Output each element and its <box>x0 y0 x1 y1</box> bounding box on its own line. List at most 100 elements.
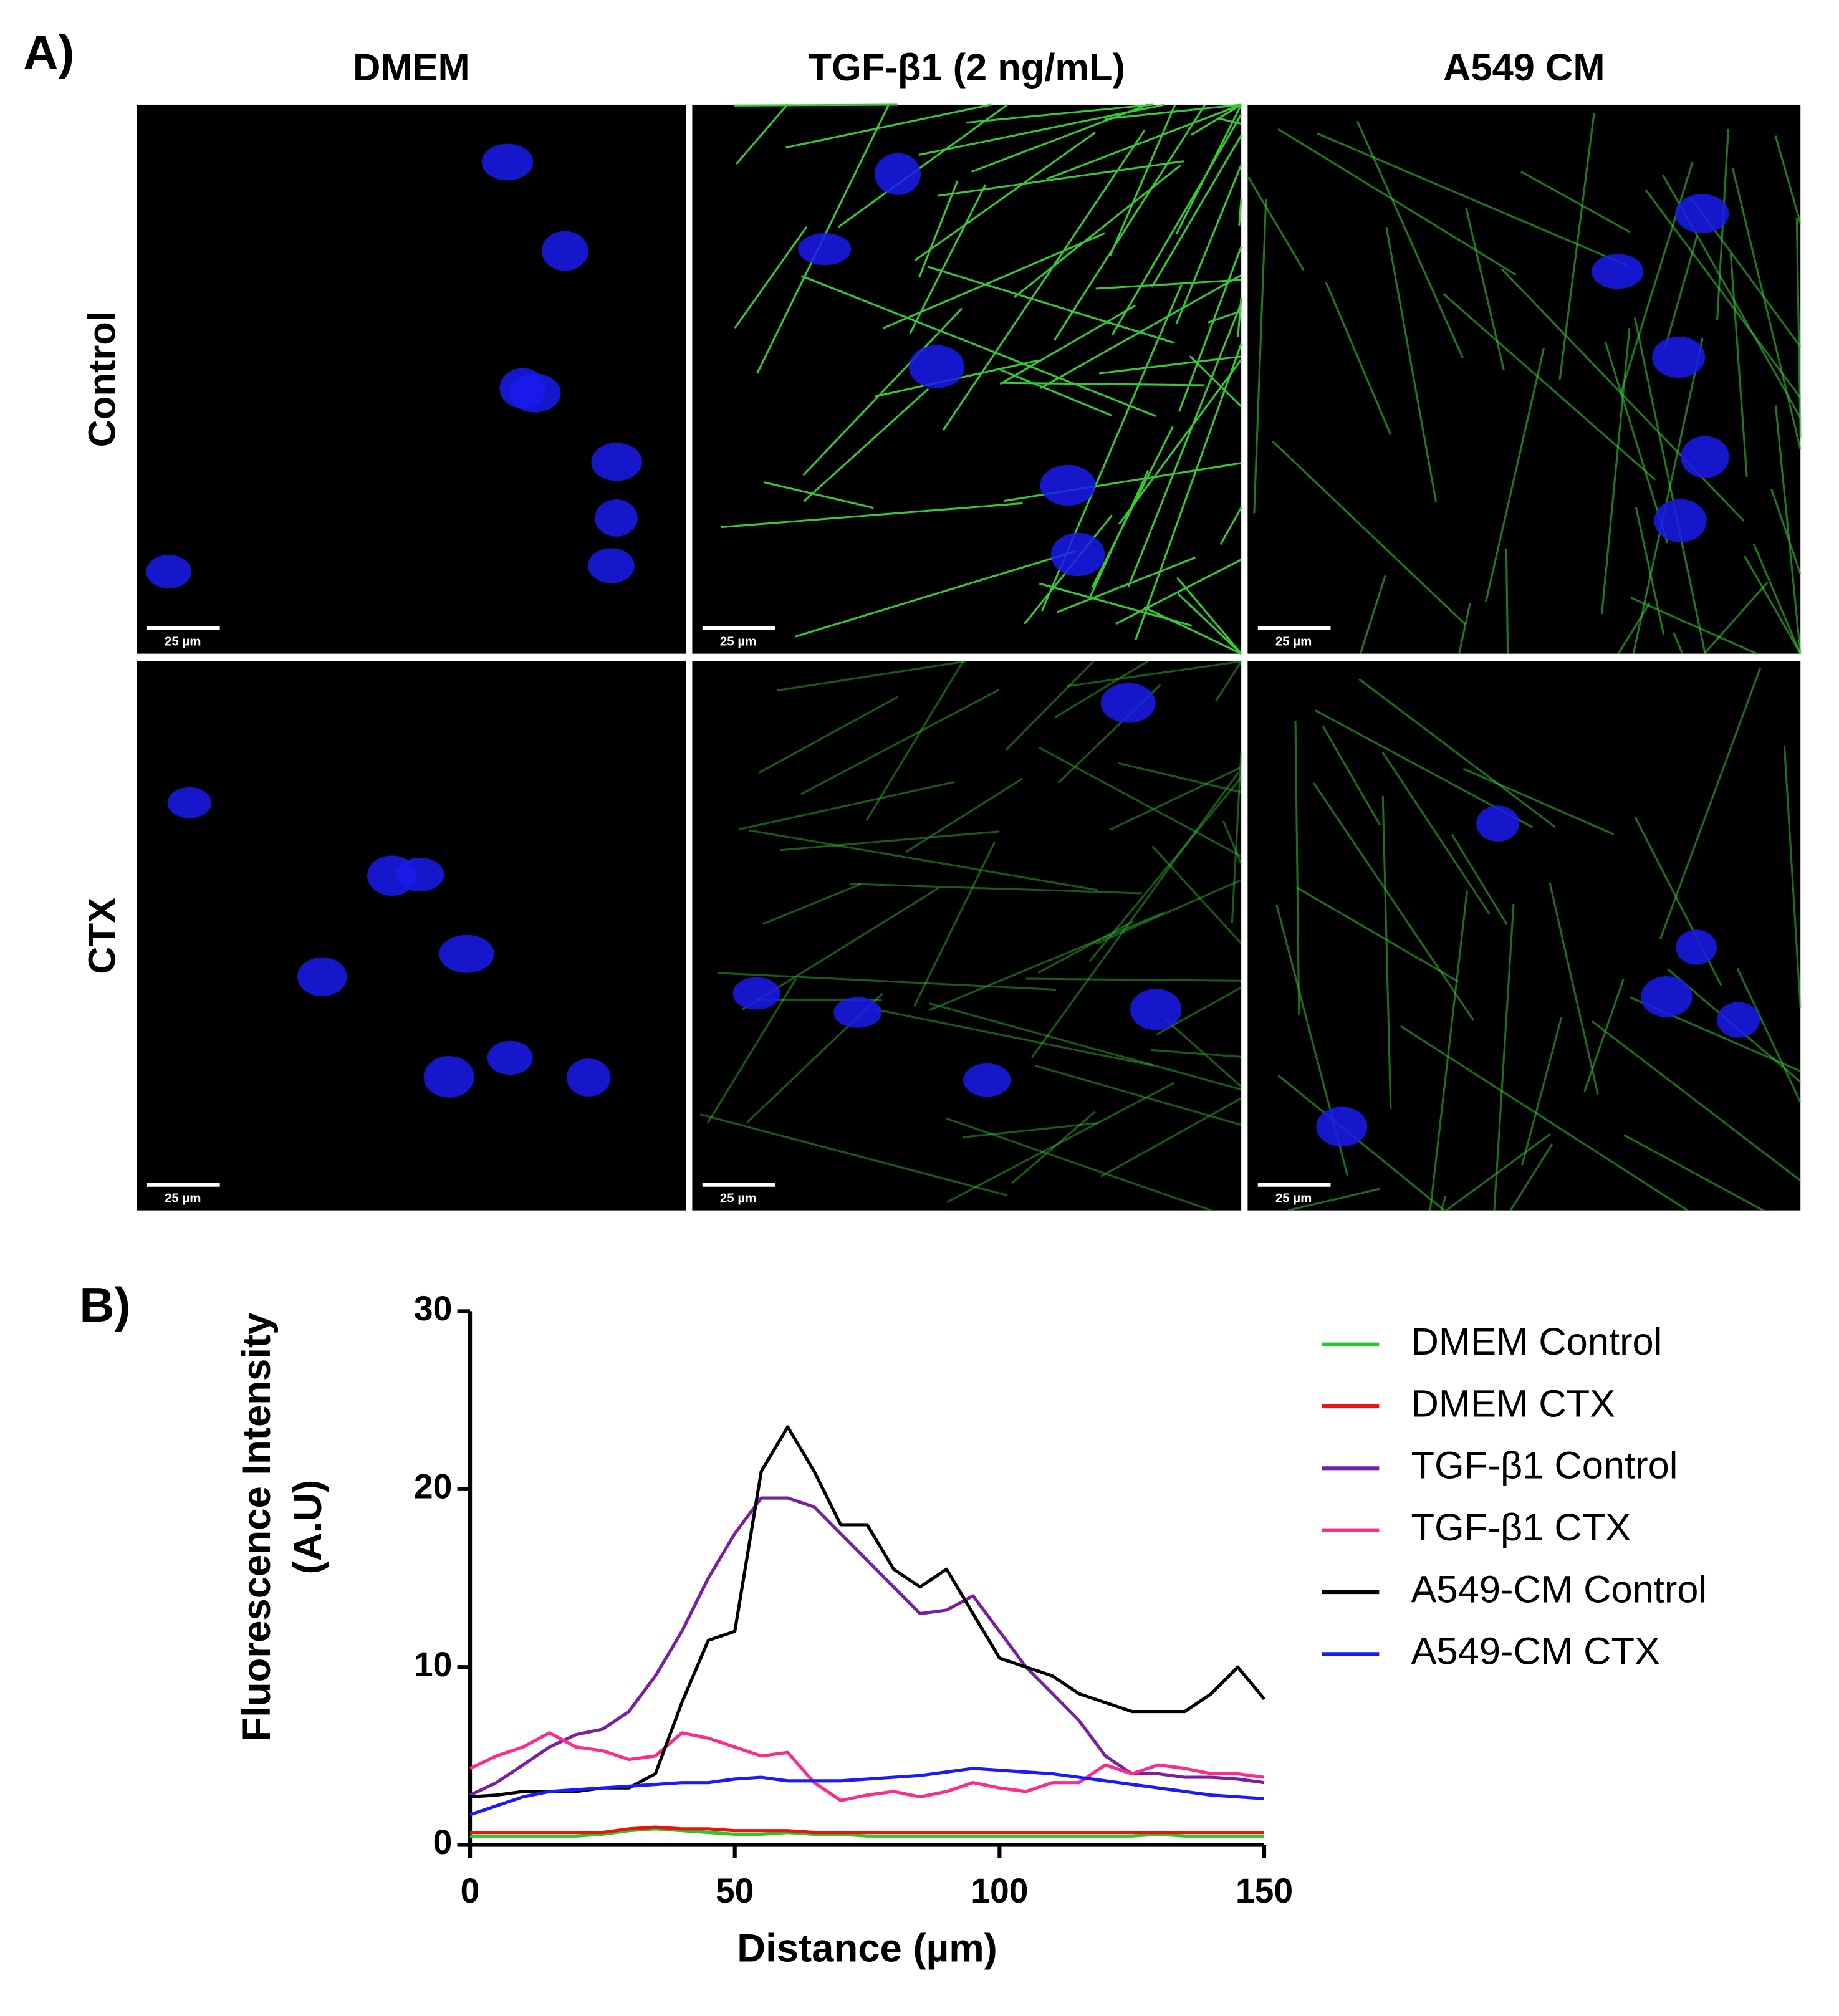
actin-fiber <box>1054 660 1148 719</box>
actin-fiber <box>1736 967 1802 1103</box>
nucleus <box>1130 989 1182 1030</box>
nucleus <box>1676 929 1717 965</box>
micrograph: 25 µm <box>137 661 686 1211</box>
actin-fiber <box>914 132 1097 261</box>
scale-bar-label: 25 µm <box>720 1191 756 1206</box>
nucleus <box>909 345 965 388</box>
x-axis-label: Distance (µm) <box>737 1926 997 1970</box>
actin-fiber <box>1165 1019 1242 1088</box>
actin-fiber <box>929 911 1166 1011</box>
actin-fiber <box>1151 135 1242 288</box>
actin-fiber <box>1088 469 1150 598</box>
actin-fiber <box>1118 359 1242 525</box>
nucleus <box>542 231 588 271</box>
actin-fiber <box>942 130 1146 431</box>
actin-fiber <box>699 1113 1008 1197</box>
actin-fiber <box>1111 113 1242 336</box>
actin-fiber <box>802 388 929 502</box>
data-line <box>469 1496 1265 1797</box>
nucleus <box>297 957 347 997</box>
nucleus <box>167 787 211 818</box>
actin-fiber <box>1623 1134 1764 1211</box>
actin-fiber <box>1583 979 1625 1092</box>
actin-fiber <box>1385 227 1437 502</box>
actin-fiber <box>1037 920 1135 974</box>
actin-fiber <box>1025 977 1242 982</box>
actin-fiber <box>1381 796 1392 1109</box>
actin-fiber <box>1046 103 1242 180</box>
legend-label: DMEM Control <box>1411 1320 1663 1363</box>
nucleus <box>509 373 561 413</box>
actin-fiber <box>905 777 1023 853</box>
actin-fiber <box>1591 1020 1802 1182</box>
actin-fiber <box>1703 581 1769 655</box>
nucleus <box>423 1056 474 1098</box>
nucleus <box>588 548 635 583</box>
micrograph-background <box>137 661 686 1211</box>
actin-fiber <box>1356 120 1464 358</box>
actin-fiber <box>1500 268 1745 522</box>
actin-fiber <box>1359 575 1386 655</box>
nucleus <box>1717 1002 1760 1038</box>
actin-fiber <box>707 977 797 1124</box>
actin-fiber <box>1633 317 1706 654</box>
actin-fiber <box>795 550 1077 638</box>
panel-label: A) <box>23 26 74 80</box>
actin-fiber <box>1098 355 1242 375</box>
actin-fiber <box>1446 1133 1552 1211</box>
panel-label: B) <box>79 1279 130 1332</box>
actin-fiber <box>1493 903 1515 1211</box>
x-tick-label: 50 <box>716 1871 754 1910</box>
actin-fiber <box>1783 745 1802 1008</box>
actin-fiber <box>1632 337 1704 654</box>
nucleus <box>1040 464 1096 506</box>
nucleus <box>487 1040 533 1075</box>
actin-fiber <box>800 689 999 795</box>
actin-fiber <box>1485 347 1545 602</box>
actin-fiber <box>838 103 1008 228</box>
actin-fiber <box>1358 678 1556 828</box>
actin-fiber <box>1509 1143 1553 1211</box>
actin-fiber <box>1038 746 1242 858</box>
nucleus <box>875 153 921 195</box>
actin-fiber <box>1218 117 1242 125</box>
x-tick-label: 0 <box>461 1871 480 1910</box>
actin-fiber <box>1774 405 1802 654</box>
actin-fiber <box>1744 555 1802 655</box>
actin-fiber <box>1617 602 1651 655</box>
actin-fiber <box>758 696 898 774</box>
data-line <box>470 1825 1264 1835</box>
actin-fiber <box>1175 164 1242 324</box>
nucleus <box>963 1063 1011 1097</box>
legend-label: A549-CM CTX <box>1411 1630 1660 1673</box>
actin-fiber <box>1673 632 1684 655</box>
nucleus <box>439 934 494 973</box>
actin-fiber <box>1156 986 1242 1035</box>
nucleus <box>595 499 638 537</box>
actin-fiber <box>764 481 874 509</box>
micrograph-background <box>692 104 1242 654</box>
actin-fiber <box>1729 253 1748 477</box>
micrograph: 25 µm <box>692 103 1242 655</box>
actin-fiber <box>721 502 1023 529</box>
actin-fiber <box>1135 343 1242 640</box>
nucleus <box>566 1058 611 1097</box>
actin-fiber <box>1465 207 1505 371</box>
actin-fiber <box>1237 297 1242 337</box>
actin-fiber <box>1277 128 1517 276</box>
actin-fiber <box>927 266 1175 344</box>
column-header: TGF-β1 (2 ng/mL) <box>809 46 1125 89</box>
actin-fiber <box>919 103 1165 156</box>
actin-fiber <box>1659 667 1762 940</box>
actin-fiber <box>1030 772 1239 1058</box>
actin-fiber <box>1238 198 1242 226</box>
scale-bar-label: 25 µm <box>1275 1191 1312 1206</box>
actin-fiber <box>1011 1111 1096 1184</box>
nucleus <box>481 143 534 181</box>
actin-fiber <box>1095 879 1242 945</box>
actin-fiber <box>1443 293 1656 481</box>
actin-fiber <box>999 304 1136 385</box>
actin-fiber <box>1066 660 1242 688</box>
actin-fiber <box>1322 725 1381 826</box>
